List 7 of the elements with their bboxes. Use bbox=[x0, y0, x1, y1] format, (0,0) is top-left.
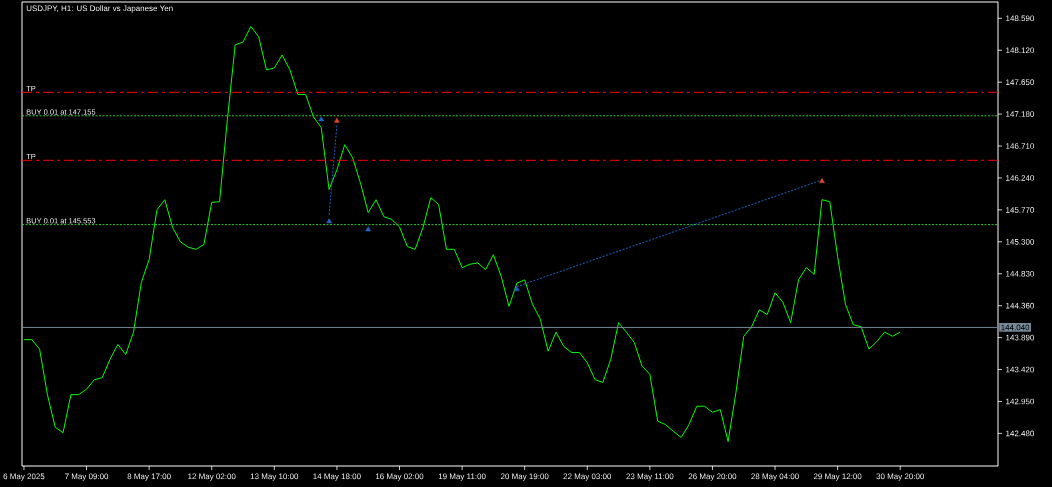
line-series bbox=[23, 25, 901, 443]
point bbox=[326, 218, 332, 224]
point bbox=[334, 117, 340, 123]
point bbox=[318, 116, 325, 122]
point bbox=[819, 178, 825, 184]
point bbox=[514, 286, 520, 292]
point bbox=[365, 226, 371, 232]
